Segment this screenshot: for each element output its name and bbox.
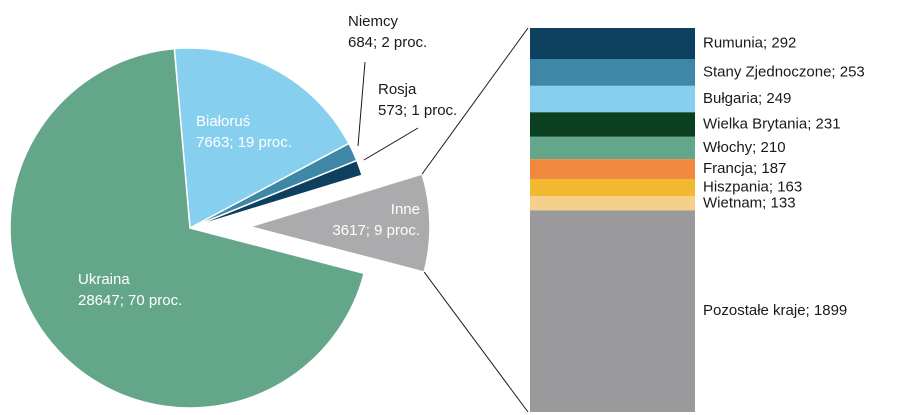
slice-label: Ukraina (78, 271, 130, 288)
bar-segment (530, 59, 695, 86)
slice-label: Inne (391, 201, 420, 218)
bar-segment (530, 28, 695, 60)
bar-label: Włochy; 210 (703, 139, 786, 156)
bar-segment (530, 159, 695, 179)
bar-segment (530, 210, 695, 412)
slice-value-label: 3617; 9 proc. (332, 222, 420, 239)
connector-line (421, 27, 529, 175)
bar-segment (530, 178, 695, 197)
pie-slice (173, 47, 350, 230)
bar-segment (530, 85, 695, 113)
leader-line (363, 127, 419, 161)
connector-line (423, 271, 529, 413)
bar-label: Rumunia; 292 (703, 34, 796, 51)
slice-value-label: 7663; 19 proc. (196, 134, 292, 151)
bar-label: Wielka Brytania; 231 (703, 116, 841, 133)
bar-label: Bułgaria; 249 (703, 90, 791, 107)
slice-value-label: 684; 2 proc. (348, 34, 427, 51)
slice-label: Niemcy (348, 13, 399, 30)
pie-slice (9, 47, 366, 409)
slice-label: Rosja (378, 81, 417, 98)
slice-label: Białoruś (196, 113, 250, 130)
bar-label: Wietnam; 133 (703, 194, 796, 211)
bar-label: Francja; 187 (703, 160, 786, 177)
bar-segment (530, 112, 695, 137)
bar-label: Pozostałe kraje; 1899 (703, 302, 847, 319)
bar-segment (530, 196, 695, 211)
bar-segment (530, 136, 695, 160)
slice-value-label: 28647; 70 proc. (78, 292, 182, 309)
leader-line (357, 61, 366, 147)
slice-value-label: 573; 1 proc. (378, 102, 457, 119)
bar-label: Stany Zjednoczone; 253 (703, 63, 865, 80)
pie-slice (247, 173, 431, 273)
bar-label: Hiszpania; 163 (703, 179, 802, 196)
pie-slice (189, 159, 364, 229)
